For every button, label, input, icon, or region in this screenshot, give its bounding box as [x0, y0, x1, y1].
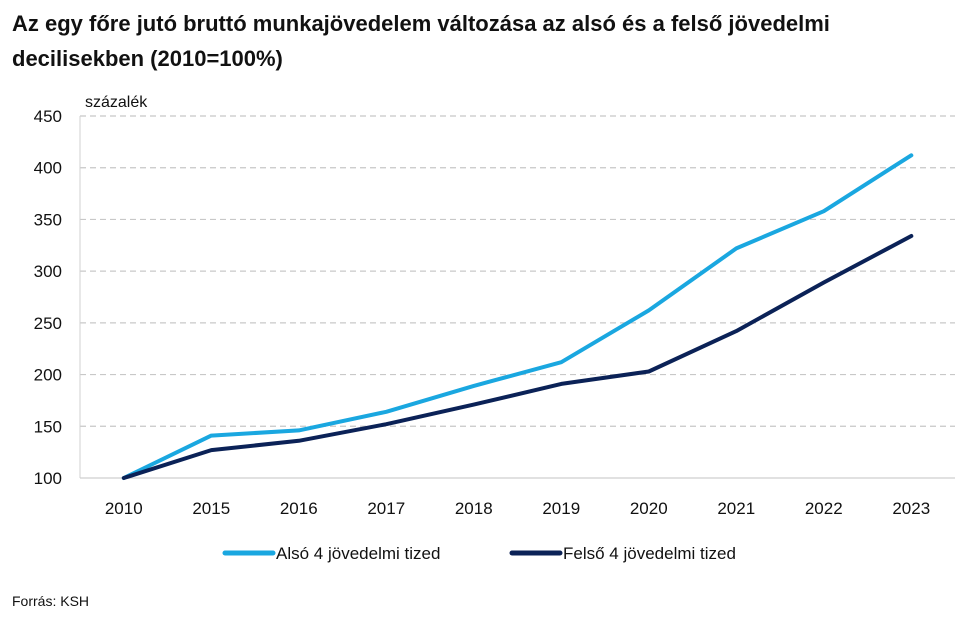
y-tick-label-450: 450	[34, 107, 62, 126]
x-tick-label-2018: 2018	[455, 499, 493, 518]
x-tick-label-2020: 2020	[630, 499, 668, 518]
series-lines	[121, 153, 914, 480]
source-note: Forrás: KSH	[12, 593, 90, 609]
y-axis-unit-label: százalék	[85, 94, 148, 111]
legend-label-also: Alsó 4 jövedelmi tized	[276, 544, 440, 563]
grid-lines	[80, 115, 955, 427]
series-line-also	[121, 153, 914, 480]
x-axis-ticks: 2010 2015 2016 2017 2018 2019 2020 2021 2022 2023	[105, 499, 930, 518]
legend-label-felso: Felső 4 jövedelmi tized	[563, 544, 736, 563]
x-tick-label-2017: 2017	[367, 499, 405, 518]
y-axis-ticks: 100 150 200 250 300 350 400 450	[34, 107, 62, 488]
x-tick-label-2019: 2019	[542, 499, 580, 518]
y-tick-label-250: 250	[34, 314, 62, 333]
x-tick-label-2015: 2015	[192, 499, 230, 518]
series-line-felso	[121, 234, 914, 480]
y-tick-label-200: 200	[34, 366, 62, 385]
y-tick-label-100: 100	[34, 469, 62, 488]
x-tick-label-2021: 2021	[717, 499, 755, 518]
legend: Alsó 4 jövedelmi tized Felső 4 jövedelmi …	[222, 544, 736, 563]
x-tick-label-2022: 2022	[805, 499, 843, 518]
y-tick-label-400: 400	[34, 159, 62, 178]
axes	[79, 116, 955, 479]
x-tick-label-2023: 2023	[892, 499, 930, 518]
y-tick-label-300: 300	[34, 262, 62, 281]
chart-title: Az egy főre jutó bruttó munkajövedelem v…	[12, 11, 830, 71]
y-tick-label-350: 350	[34, 210, 62, 229]
y-tick-label-150: 150	[34, 417, 62, 436]
x-tick-label-2010: 2010	[105, 499, 143, 518]
x-tick-label-2016: 2016	[280, 499, 318, 518]
